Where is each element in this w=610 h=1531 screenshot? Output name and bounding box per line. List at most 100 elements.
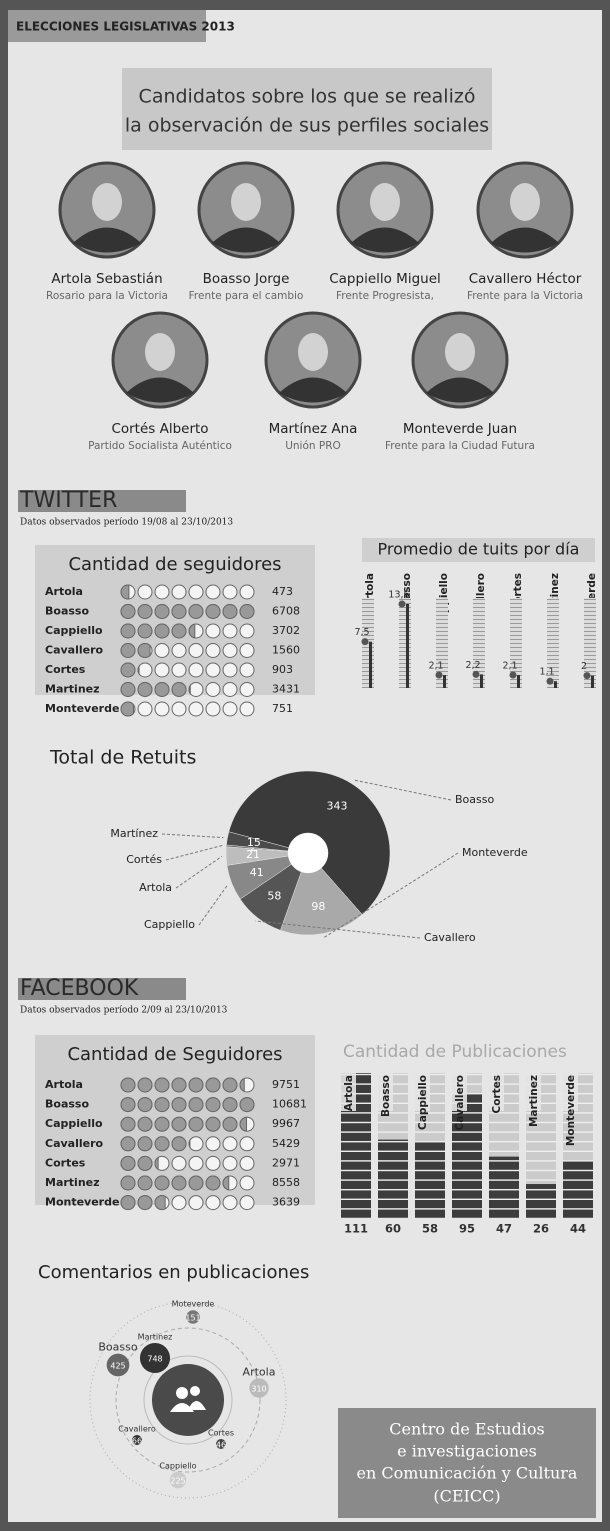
icon-outline [155,585,169,599]
icon [240,605,254,619]
icon [172,1117,186,1131]
slice-label: Monteverde [462,846,528,859]
gauge-bar [406,604,409,688]
icon-outline [240,683,254,697]
value-label: 8558 [272,1176,300,1189]
chart-title: Cantidad de seguidores [68,554,281,575]
value-label: 46 [216,1441,226,1450]
value-label: 751 [272,702,293,715]
candidate-name: Cavallero Héctor [469,271,582,287]
candidate: Cappiello MiguelFrente Progresista, [329,163,441,302]
bubble-label: Artola [243,1365,276,1378]
gauge-bar [480,674,483,688]
icon [138,624,152,638]
value-label: 2 [581,661,587,672]
icon-outline [240,1176,254,1190]
icon [206,1176,220,1190]
icon-outline [223,683,237,697]
value-label: 2,2 [465,660,480,671]
icon [189,1176,203,1190]
value-label: 3431 [272,683,300,696]
icon-outline [172,644,186,658]
icon-outline [240,702,254,716]
category-label: Artola [45,585,83,598]
icon [223,1098,237,1112]
icon-outline [189,644,203,658]
category-label: Boasso [380,1075,392,1117]
icon-outline [223,1156,237,1170]
icon-part [138,666,139,673]
icon [206,1078,220,1092]
photo-head [145,333,175,371]
footer-line: e investigaciones [397,1442,537,1461]
photo-head [445,333,475,371]
gauge-marker [399,601,406,608]
slice-label: Boasso [455,793,494,806]
slice-label: Artola [139,881,172,894]
photo-head [231,183,261,221]
icon-outline [189,1196,203,1210]
icon [172,1176,186,1190]
icon [155,683,169,697]
icon-head [176,1387,188,1399]
icon [206,1098,220,1112]
icon [121,1098,135,1112]
footer-line: Centro de Estudios [389,1420,544,1439]
gauge-marker [362,638,369,645]
icon-outline [206,1137,220,1151]
value-label: 58 [422,1222,438,1236]
gauge-marker [436,672,443,679]
value-label: 748 [147,1355,162,1364]
icon-outline [138,702,152,716]
icon-outline [223,1196,237,1210]
value-label: 47 [496,1222,512,1236]
icon-outline [223,624,237,638]
value-label: 151 [185,1314,200,1323]
value-label: 2,1 [428,661,443,672]
icon [121,1196,135,1210]
icon-part [189,1140,190,1147]
candidate-party: Unión PRO [285,440,341,452]
facebook-heading: FACEBOOK [20,976,139,1001]
value-label: 1,1 [539,667,554,678]
gauge-marker [584,672,591,679]
slice-label: Cappiello [144,918,195,931]
icon-outline [223,585,237,599]
gauge-bar [591,676,594,688]
icon [121,1156,135,1170]
category-label: Cappiello [45,1117,103,1130]
category-label: Cavallero [454,1075,466,1130]
icon [189,605,203,619]
bubble-label: Moteverde [172,1300,215,1309]
category-label: Cavallero [45,644,104,657]
icon [155,605,169,619]
candidate-party: Partido Socialista Auténtico [88,440,232,452]
category-label: Cortes [491,1075,503,1114]
icon-outline [240,1156,254,1170]
twitter-period: Datos observados período 19/08 al 23/10/… [20,517,233,528]
chart-title: Cantidad de Publicaciones [343,1042,567,1062]
icon-outline [172,702,186,716]
value-label: 9751 [272,1078,300,1091]
icon-head [190,1386,200,1396]
slice-label: Cortés [126,853,162,866]
category-label: Artola [343,1075,355,1111]
icon [121,624,135,638]
facebook-period: Datos observados período 2/09 al 23/10/2… [20,1005,228,1016]
value-label: 60 [385,1222,401,1236]
value-label: 58 [267,889,281,902]
icon-outline [206,702,220,716]
category-label: Martinez [528,1075,540,1127]
icon [206,605,220,619]
gauge-bar [554,681,557,688]
icon-outline [189,663,203,677]
icon [121,605,135,619]
category-label: Monteverde [45,702,119,715]
slice-label: Cavallero [424,931,476,944]
photo-head [92,183,122,221]
icon-part [121,702,134,716]
value-label: 95 [459,1222,475,1236]
icon-outline [240,1137,254,1151]
icon [155,1078,169,1092]
